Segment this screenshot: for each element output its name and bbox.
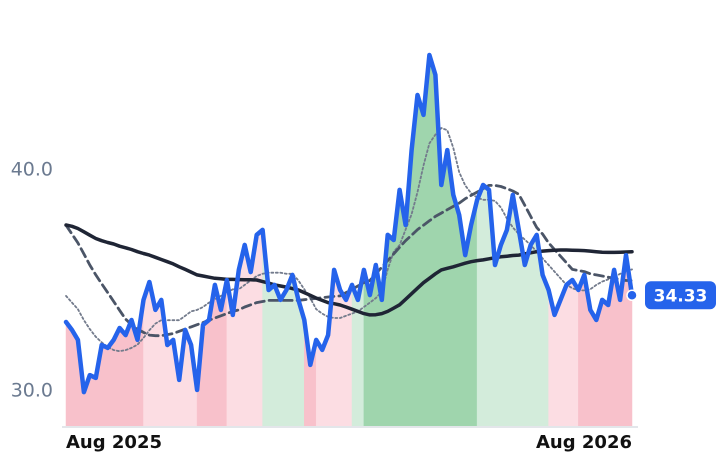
series-line [63,52,635,395]
last-point [626,289,638,302]
y-tick-label: 30.0 [11,379,53,401]
y-tick-label: 40.0 [11,158,53,180]
series-line [64,184,634,338]
value-badge [645,281,716,310]
series-line [65,127,633,353]
value-label: 34.33 [654,286,708,306]
band-area [143,281,198,428]
band-area [476,184,549,428]
x-tick-label: Aug 2026 [536,432,632,453]
x-tick-label: Aug 2025 [66,432,162,453]
band-area [262,229,305,428]
band-area [226,229,263,428]
